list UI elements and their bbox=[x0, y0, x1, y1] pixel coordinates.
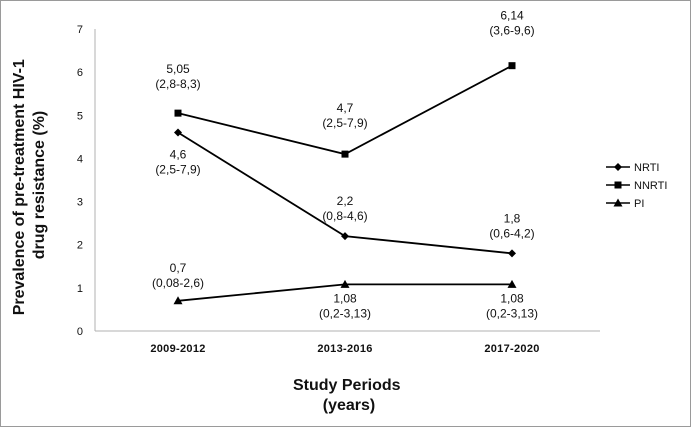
legend-marker-nnrti bbox=[614, 181, 622, 189]
point-nrti-2013-2016 bbox=[341, 232, 349, 241]
legend-marker-pi bbox=[613, 198, 623, 207]
data-label-interval: (0,8-4,6) bbox=[322, 209, 367, 223]
y-tick-label-7: 7 bbox=[77, 24, 83, 36]
legend-marker-nrti bbox=[614, 163, 622, 171]
data-label-nrti-2017-2020: 1,8 (0,6-4,2) bbox=[489, 211, 534, 240]
data-label-interval: (2,5-7,9) bbox=[322, 116, 367, 130]
y-tick-label-0: 0 bbox=[77, 326, 83, 338]
data-label-nnrti-2017-2020: 6,14 (3,6-9,6) bbox=[489, 9, 534, 38]
point-pi-2013-2016 bbox=[340, 279, 350, 288]
axes bbox=[94, 29, 600, 332]
x-tick-label-2009-2012: 2009-2012 bbox=[150, 343, 205, 355]
legend-label-pi: PI bbox=[634, 198, 644, 210]
data-label-pi-2013-2016: 1,08 (0,2-3,13) bbox=[319, 291, 371, 320]
data-label-value: 2,2 bbox=[337, 194, 354, 208]
data-label-value: 5,05 bbox=[166, 62, 190, 76]
x-tick-label-2013-2016: 2013-2016 bbox=[317, 343, 372, 355]
point-pi-2009-2012 bbox=[173, 296, 183, 305]
legend-label-nrti: NRTI bbox=[634, 162, 659, 174]
x-axis-title: Study Periods (years) bbox=[293, 377, 405, 414]
data-label-value: 4,7 bbox=[337, 101, 354, 115]
data-label-nnrti-2013-2016: 4,7 (2,5-7,9) bbox=[322, 101, 367, 130]
y-tick-label-5: 5 bbox=[77, 110, 83, 122]
y-axis-title-line-2: drug resistance (%) bbox=[31, 111, 48, 259]
data-label-interval: (0,2-3,13) bbox=[486, 306, 538, 320]
data-label-interval: (0,6-4,2) bbox=[489, 226, 534, 240]
data-label-pi-2017-2020: 1,08 (0,2-3,13) bbox=[486, 291, 538, 320]
x-axis-title-line-2: (years) bbox=[323, 397, 375, 414]
data-label-interval: (0,2-3,13) bbox=[319, 306, 371, 320]
data-label-value: 1,08 bbox=[333, 291, 357, 305]
data-label-interval: (0,08-2,6) bbox=[152, 276, 204, 290]
x-tick-label-2017-2020: 2017-2020 bbox=[484, 343, 539, 355]
point-nrti-2017-2020 bbox=[508, 249, 516, 258]
data-label-nnrti-2009-2012: 5,05 (2,8-8,3) bbox=[155, 62, 200, 91]
x-tick-labels: 2009-2012 2013-2016 2017-2020 bbox=[150, 343, 539, 355]
point-pi-2017-2020 bbox=[507, 279, 517, 288]
data-label-value: 4,6 bbox=[170, 148, 187, 162]
data-label-interval: (3,6-9,6) bbox=[489, 24, 534, 38]
point-nnrti-2017-2020 bbox=[508, 62, 516, 70]
point-nnrti-2013-2016 bbox=[341, 150, 349, 158]
data-label-value: 1,08 bbox=[500, 291, 524, 305]
y-tick-label-6: 6 bbox=[77, 67, 83, 79]
y-axis-title: Prevalence of pre-treatment HIV-1 drug r… bbox=[11, 55, 48, 316]
y-tick-label-3: 3 bbox=[77, 197, 83, 209]
data-label-nrti-2013-2016: 2,2 (0,8-4,6) bbox=[322, 194, 367, 223]
point-nrti-2009-2012 bbox=[174, 128, 182, 137]
data-label-value: 0,7 bbox=[170, 261, 187, 275]
x-axis-title-line-1: Study Periods bbox=[293, 377, 401, 394]
legend: NRTI NNRTI PI bbox=[606, 162, 667, 210]
data-label-interval: (2,8-8,3) bbox=[155, 77, 200, 91]
y-tick-label-1: 1 bbox=[77, 283, 83, 295]
y-tick-label-2: 2 bbox=[77, 240, 83, 252]
legend-label-nnrti: NNRTI bbox=[634, 180, 667, 192]
point-nnrti-2009-2012 bbox=[174, 109, 182, 117]
data-labels: 4,6 (2,5-7,9)2,2 (0,8-4,6) 1,8 (0,6-4,2)5,05… bbox=[152, 9, 538, 321]
series-group bbox=[173, 62, 517, 305]
data-label-pi-2009-2012: 0,7 (0,08-2,6) bbox=[152, 261, 204, 290]
data-label-value: 6,14 bbox=[500, 9, 524, 23]
data-label-interval: (2,5-7,9) bbox=[155, 163, 200, 177]
y-tick-label-4: 4 bbox=[77, 153, 83, 165]
y-tick-labels: 0 1 2 3 4 5 6 7 bbox=[77, 24, 83, 338]
data-label-nrti-2009-2012: 4,6 (2,5-7,9) bbox=[155, 148, 200, 177]
data-label-value: 1,8 bbox=[504, 211, 521, 225]
y-axis-title-line-1: Prevalence of pre-treatment HIV-1 bbox=[11, 59, 28, 315]
